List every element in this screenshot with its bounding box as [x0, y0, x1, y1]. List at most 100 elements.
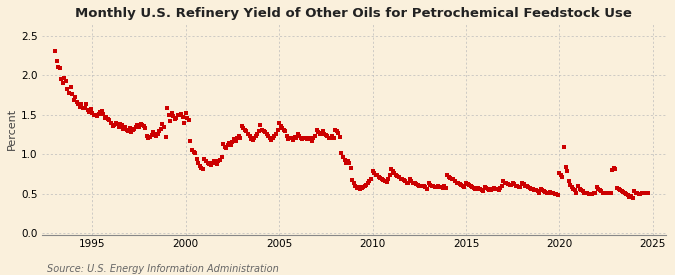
- Point: [213, 159, 224, 163]
- Point: [193, 161, 204, 165]
- Point: [476, 188, 487, 192]
- Point: [422, 187, 433, 191]
- Point: [627, 195, 638, 200]
- Point: [608, 166, 619, 170]
- Point: [280, 129, 291, 133]
- Point: [115, 122, 126, 126]
- Point: [198, 167, 209, 171]
- Point: [580, 191, 591, 195]
- Point: [403, 181, 414, 186]
- Point: [57, 81, 68, 85]
- Point: [632, 191, 643, 195]
- Point: [109, 123, 119, 127]
- Point: [607, 168, 618, 172]
- Point: [630, 191, 641, 195]
- Point: [633, 191, 644, 196]
- Point: [535, 187, 546, 191]
- Point: [88, 112, 99, 117]
- Point: [128, 128, 138, 133]
- Point: [98, 112, 109, 116]
- Point: [516, 180, 527, 185]
- Point: [546, 191, 557, 195]
- Point: [564, 179, 574, 183]
- Point: [433, 184, 443, 189]
- Point: [527, 187, 538, 191]
- Point: [297, 137, 308, 141]
- Point: [93, 112, 104, 116]
- Point: [454, 182, 465, 186]
- Point: [61, 79, 72, 83]
- Point: [620, 191, 630, 195]
- Point: [387, 169, 398, 174]
- Point: [635, 191, 646, 196]
- Point: [265, 136, 275, 141]
- Point: [135, 122, 146, 126]
- Point: [334, 134, 345, 139]
- Point: [210, 161, 221, 165]
- Point: [514, 185, 524, 189]
- Point: [460, 180, 471, 185]
- Point: [612, 186, 622, 190]
- Point: [577, 189, 588, 193]
- Point: [86, 107, 97, 111]
- Point: [160, 134, 171, 139]
- Point: [249, 135, 260, 140]
- Point: [261, 132, 272, 137]
- Point: [583, 191, 594, 196]
- Point: [232, 136, 242, 141]
- Point: [272, 128, 283, 133]
- Point: [624, 194, 634, 199]
- Point: [532, 189, 543, 193]
- Point: [165, 119, 176, 123]
- Point: [129, 127, 140, 131]
- Point: [315, 131, 325, 136]
- Point: [242, 131, 253, 136]
- Point: [51, 59, 62, 63]
- Point: [515, 185, 526, 189]
- Point: [225, 142, 236, 147]
- Point: [622, 193, 633, 197]
- Point: [362, 181, 373, 186]
- Point: [372, 173, 383, 178]
- Point: [338, 155, 348, 160]
- Point: [621, 192, 632, 197]
- Point: [434, 185, 445, 189]
- Point: [456, 183, 466, 187]
- Point: [56, 77, 67, 81]
- Point: [540, 190, 551, 194]
- Point: [613, 187, 624, 191]
- Point: [205, 163, 216, 167]
- Point: [90, 113, 101, 118]
- Point: [341, 161, 352, 165]
- Point: [196, 165, 207, 170]
- Point: [126, 130, 136, 134]
- Point: [391, 172, 402, 177]
- Point: [543, 191, 554, 195]
- Point: [628, 189, 639, 193]
- Point: [258, 129, 269, 133]
- Point: [288, 138, 298, 142]
- Point: [523, 185, 534, 189]
- Point: [252, 131, 263, 136]
- Point: [202, 161, 213, 165]
- Point: [487, 187, 498, 191]
- Point: [465, 183, 476, 188]
- Point: [638, 191, 649, 195]
- Point: [453, 181, 464, 186]
- Point: [574, 187, 585, 191]
- Point: [327, 134, 338, 138]
- Point: [70, 94, 80, 99]
- Point: [458, 183, 468, 188]
- Point: [599, 191, 610, 195]
- Point: [171, 116, 182, 120]
- Point: [381, 180, 392, 184]
- Point: [559, 145, 570, 149]
- Point: [328, 136, 339, 141]
- Point: [99, 116, 110, 120]
- Point: [524, 186, 535, 190]
- Point: [560, 164, 571, 169]
- Point: [190, 151, 200, 156]
- Point: [74, 104, 85, 109]
- Point: [149, 131, 160, 136]
- Point: [219, 145, 230, 149]
